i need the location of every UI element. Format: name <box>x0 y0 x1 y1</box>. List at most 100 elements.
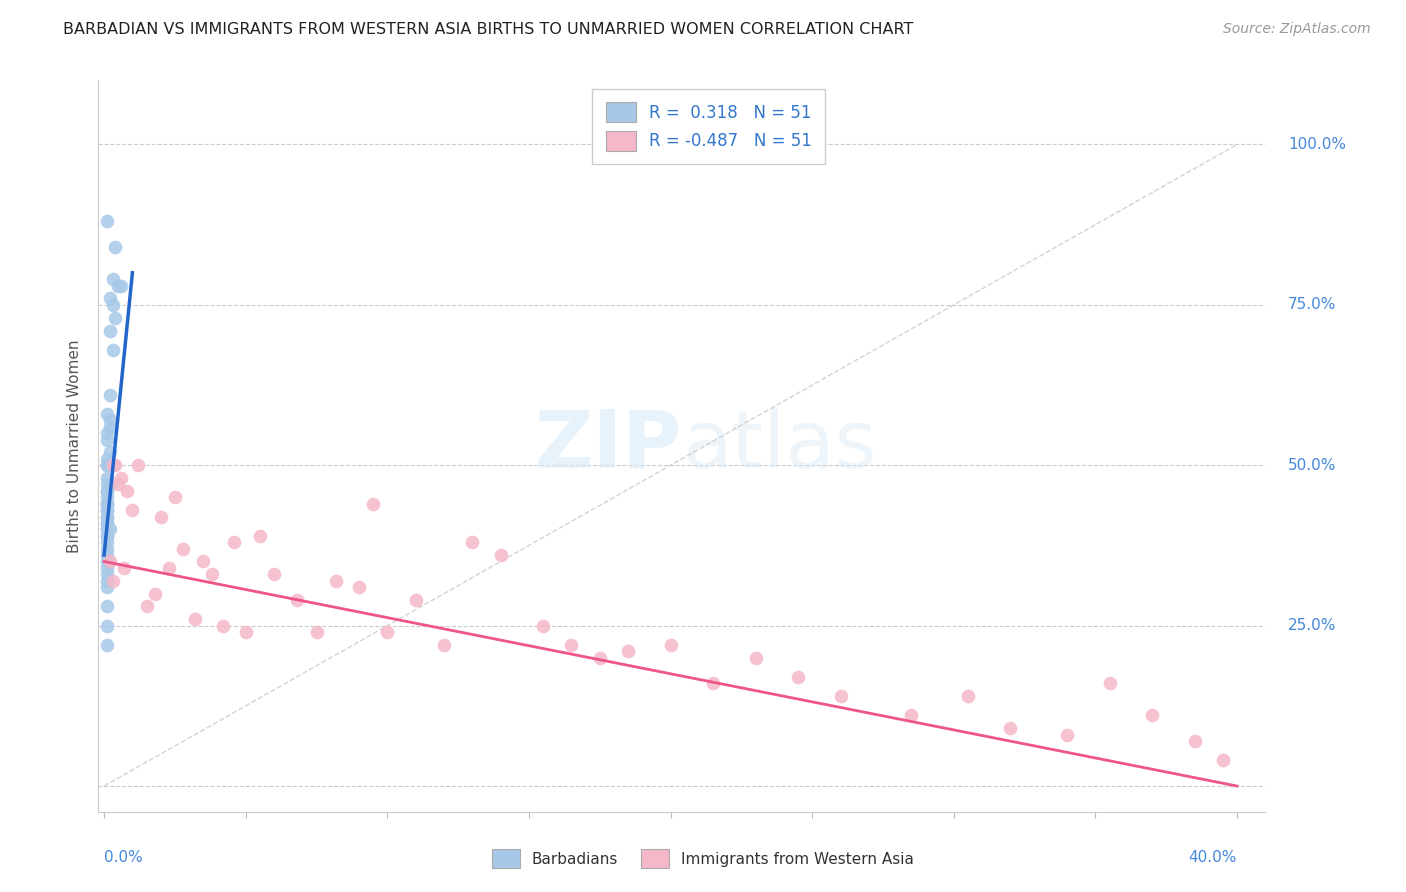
Point <box>830 690 852 704</box>
Point <box>375 625 398 640</box>
Point <box>96 503 118 517</box>
Point <box>900 708 922 723</box>
Point <box>956 690 979 704</box>
Text: 100.0%: 100.0% <box>1288 137 1346 152</box>
Text: Source: ZipAtlas.com: Source: ZipAtlas.com <box>1223 22 1371 37</box>
Point <box>489 548 512 562</box>
Point <box>361 497 384 511</box>
Point <box>96 554 118 568</box>
Point <box>96 483 118 498</box>
Text: 75.0%: 75.0% <box>1288 297 1337 312</box>
Point <box>96 458 118 473</box>
Point <box>96 561 118 575</box>
Text: BARBADIAN VS IMMIGRANTS FROM WESTERN ASIA BIRTHS TO UNMARRIED WOMEN CORRELATION : BARBADIAN VS IMMIGRANTS FROM WESTERN ASI… <box>63 22 914 37</box>
Point <box>235 625 257 640</box>
Point <box>347 580 370 594</box>
Point <box>433 638 456 652</box>
Point <box>263 567 285 582</box>
Point <box>115 483 138 498</box>
Point <box>127 458 149 473</box>
Point <box>305 625 328 640</box>
Point <box>96 599 118 614</box>
Point <box>461 535 484 549</box>
Point <box>96 567 118 582</box>
Point <box>96 529 118 543</box>
Point <box>96 497 118 511</box>
Point <box>112 561 135 575</box>
Point <box>96 497 118 511</box>
Point <box>98 445 121 459</box>
Y-axis label: Births to Unmarried Women: Births to Unmarried Women <box>67 339 83 553</box>
Point <box>325 574 347 588</box>
Point <box>96 477 118 491</box>
Point <box>96 529 118 543</box>
Point <box>224 535 246 549</box>
Point <box>96 541 118 556</box>
Point <box>121 503 143 517</box>
Point <box>104 310 127 325</box>
Point <box>212 618 235 632</box>
Point <box>744 650 766 665</box>
Point <box>787 670 810 684</box>
Point <box>617 644 640 658</box>
Legend: Barbadians, Immigrants from Western Asia: Barbadians, Immigrants from Western Asia <box>485 841 921 875</box>
Point <box>1000 721 1022 735</box>
Point <box>96 483 118 498</box>
Point <box>96 638 118 652</box>
Point <box>96 497 118 511</box>
Point <box>1184 734 1206 748</box>
Point <box>589 650 612 665</box>
Point <box>104 458 127 473</box>
Point <box>157 561 180 575</box>
Point <box>98 324 121 338</box>
Point <box>96 574 118 588</box>
Text: 25.0%: 25.0% <box>1288 618 1337 633</box>
Point <box>1212 753 1234 767</box>
Point <box>1140 708 1163 723</box>
Point <box>172 541 194 556</box>
Point <box>96 503 118 517</box>
Point <box>96 214 118 228</box>
Point <box>101 458 124 473</box>
Point <box>96 509 118 524</box>
Point <box>98 523 121 537</box>
Point <box>98 419 121 434</box>
Point <box>107 278 129 293</box>
Point <box>96 491 118 505</box>
Point <box>98 413 121 427</box>
Text: 50.0%: 50.0% <box>1288 458 1337 473</box>
Point <box>285 593 308 607</box>
Point <box>96 618 118 632</box>
Point <box>96 509 118 524</box>
Point <box>104 240 127 254</box>
Point <box>96 433 118 447</box>
Text: ZIP: ZIP <box>534 407 682 485</box>
Point <box>110 471 132 485</box>
Point <box>98 477 121 491</box>
Point <box>101 272 124 286</box>
Point <box>702 676 724 690</box>
Text: 0.0%: 0.0% <box>104 850 143 865</box>
Point <box>531 618 554 632</box>
Point <box>98 554 121 568</box>
Point <box>107 477 129 491</box>
Point <box>143 586 166 600</box>
Point <box>1098 676 1121 690</box>
Point <box>96 548 118 562</box>
Point <box>96 471 118 485</box>
Point <box>149 509 172 524</box>
Point <box>163 491 186 505</box>
Point <box>101 343 124 357</box>
Point <box>96 516 118 530</box>
Point <box>96 580 118 594</box>
Point <box>96 426 118 441</box>
Point <box>98 292 121 306</box>
Point <box>201 567 224 582</box>
Point <box>405 593 427 607</box>
Point <box>96 523 118 537</box>
Point <box>560 638 582 652</box>
Point <box>135 599 157 614</box>
Legend: R =  0.318   N = 51, R = -0.487   N = 51: R = 0.318 N = 51, R = -0.487 N = 51 <box>592 88 825 164</box>
Text: atlas: atlas <box>682 407 876 485</box>
Text: 40.0%: 40.0% <box>1188 850 1237 865</box>
